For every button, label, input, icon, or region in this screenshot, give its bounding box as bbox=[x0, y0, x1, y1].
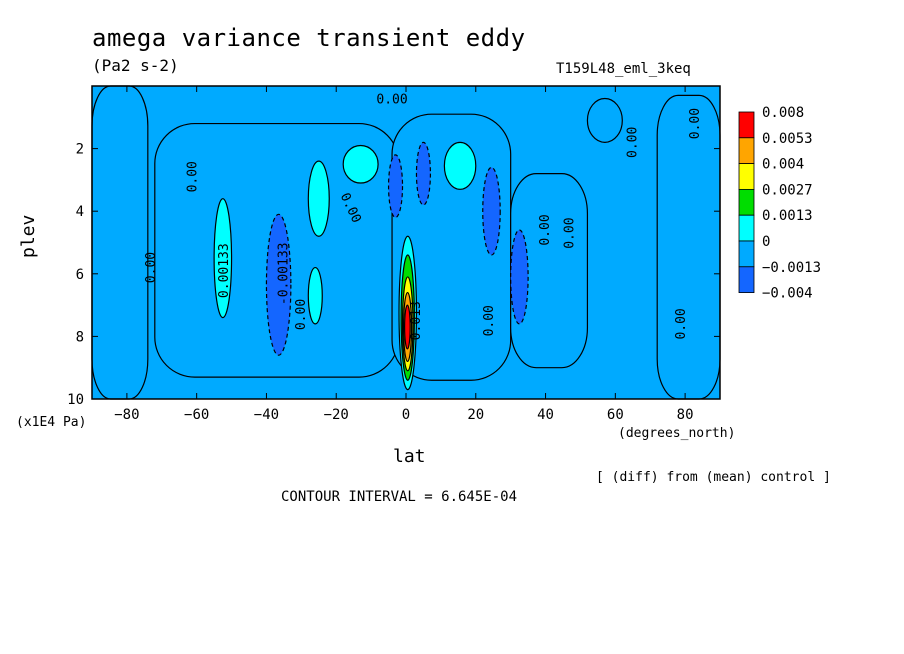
contour-label-6: 0.00 bbox=[376, 93, 407, 108]
contour-region-3 bbox=[510, 173, 589, 369]
contour-label-11: 0.00 bbox=[688, 108, 703, 139]
colorbar-label-3: 0.0027 bbox=[762, 182, 813, 198]
contour-label-7: 0.00 bbox=[482, 305, 497, 336]
y-axis-unit: (x1E4 Pa) bbox=[16, 415, 87, 430]
y-tick-label-4: 10 bbox=[67, 392, 84, 408]
contour-region-13 bbox=[415, 141, 432, 206]
contour-region-12 bbox=[387, 154, 404, 219]
y-tick-label-1: 4 bbox=[76, 204, 84, 220]
x-tick-label-7: 60 bbox=[607, 407, 624, 423]
chart-title: amega variance transient eddy bbox=[92, 24, 526, 52]
y-tick-label-2: 6 bbox=[76, 267, 84, 283]
experiment-label: T159L48_eml_3keq bbox=[556, 61, 691, 77]
contour-label-12: 0.00 bbox=[674, 308, 689, 339]
y-tick-label-3: 8 bbox=[76, 329, 84, 345]
contour-label-4: 0.00 bbox=[294, 299, 309, 330]
colorbar-label-7: −0.004 bbox=[762, 286, 813, 302]
contour-region-15 bbox=[510, 229, 529, 325]
colorbar-swatch-4 bbox=[738, 214, 755, 242]
x-tick-label-6: 40 bbox=[537, 407, 554, 423]
contour-region-4 bbox=[586, 97, 623, 143]
contour-region-5 bbox=[656, 94, 721, 400]
contour-label-1: 0.00133 bbox=[217, 243, 232, 298]
contour-label-9: 0.00 bbox=[562, 217, 577, 248]
colorbar-label-6: −0.0013 bbox=[762, 260, 821, 276]
units-label: (Pa2 s-2) bbox=[92, 56, 179, 75]
contour-region-20 bbox=[404, 304, 411, 350]
contour-label-10: 0.00 bbox=[625, 127, 640, 158]
contour-region-11 bbox=[265, 213, 292, 356]
x-tick-label-3: −20 bbox=[324, 407, 349, 423]
contour-label-2: -0.00133 bbox=[276, 242, 291, 305]
contour-label-13: 0.013 bbox=[409, 301, 424, 340]
colorbar-swatch-5 bbox=[738, 240, 755, 268]
colorbar-label-5: 0 bbox=[762, 234, 770, 250]
contour-region-6 bbox=[213, 198, 233, 319]
contour-label-8: 0.00 bbox=[538, 214, 553, 245]
x-tick-label-5: 20 bbox=[467, 407, 484, 423]
contour-label-0: 0.00 bbox=[144, 252, 159, 283]
x-axis-unit: (degrees_north) bbox=[618, 426, 736, 441]
colorbar-swatch-6 bbox=[738, 266, 755, 293]
contour-region-7 bbox=[307, 160, 330, 237]
x-axis-label: lat bbox=[393, 446, 426, 467]
x-tick-label-8: 80 bbox=[677, 407, 694, 423]
colorbar-swatch-1 bbox=[738, 137, 755, 165]
colorbar-label-2: 0.004 bbox=[762, 157, 804, 173]
contour-region-14 bbox=[482, 166, 501, 256]
x-tick-label-1: −60 bbox=[184, 407, 209, 423]
colorbar-label-0: 0.008 bbox=[762, 105, 804, 121]
colorbar-swatch-3 bbox=[738, 188, 755, 216]
colorbar-label-1: 0.0053 bbox=[762, 131, 813, 147]
contour-region-0 bbox=[91, 85, 149, 400]
colorbar-swatch-2 bbox=[738, 163, 755, 190]
contour-region-9 bbox=[342, 144, 379, 184]
y-tick-label-0: 2 bbox=[76, 142, 84, 158]
contour-region-10 bbox=[443, 141, 477, 190]
contour-label-3: 0.00 bbox=[186, 161, 201, 192]
diff-note: [ (diff) from (mean) control ] bbox=[596, 470, 831, 485]
colorbar-label-4: 0.0013 bbox=[762, 208, 813, 224]
contour-interval: CONTOUR INTERVAL = 6.645E-04 bbox=[281, 489, 518, 505]
contour-region-8 bbox=[307, 266, 323, 325]
x-tick-label-2: −40 bbox=[254, 407, 279, 423]
x-tick-label-0: −80 bbox=[114, 407, 139, 423]
colorbar-swatch-0 bbox=[738, 111, 755, 139]
x-tick-label-4: 0 bbox=[402, 407, 410, 423]
